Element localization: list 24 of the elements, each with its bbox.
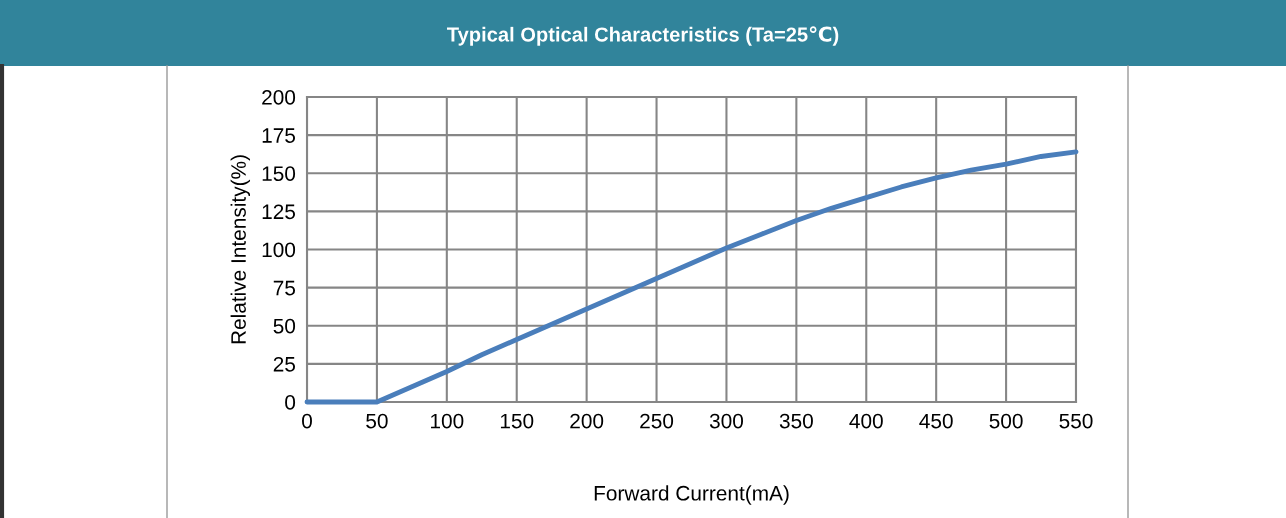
y-tick-label: 50 [273, 318, 296, 334]
x-tick-label: 300 [709, 413, 744, 429]
x-axis-title: Forward Current(mA) [594, 485, 789, 505]
x-tick-label: 400 [849, 413, 883, 429]
x-tick-label: 500 [989, 413, 1023, 429]
chart-title: Typical Optical Characteristics (Ta=25℃) [447, 26, 839, 46]
x-tick-label: 50 [366, 413, 388, 429]
x-tick-label: 150 [500, 413, 534, 429]
y-tick-label: 200 [262, 90, 296, 105]
x-tick-label: 100 [431, 413, 464, 429]
y-tick-label: 100 [262, 242, 296, 258]
y-tick-label: 175 [262, 128, 296, 143]
y-tick-label: 150 [262, 166, 296, 181]
x-tick-label: 250 [640, 413, 674, 429]
x-tick-label: 200 [570, 413, 604, 429]
x-tick-label: 0 [302, 413, 312, 429]
x-tick-label: 350 [779, 413, 813, 429]
y-axis-title: Relative Intensity(%) [230, 155, 251, 344]
y-tick-label: 75 [273, 280, 296, 296]
y-tick-label: 0 [285, 395, 296, 410]
x-tick-label: 450 [919, 413, 953, 429]
y-tick-label: 25 [273, 356, 296, 372]
x-tick-label: 550 [1059, 413, 1093, 429]
y-tick-label: 125 [262, 204, 296, 220]
